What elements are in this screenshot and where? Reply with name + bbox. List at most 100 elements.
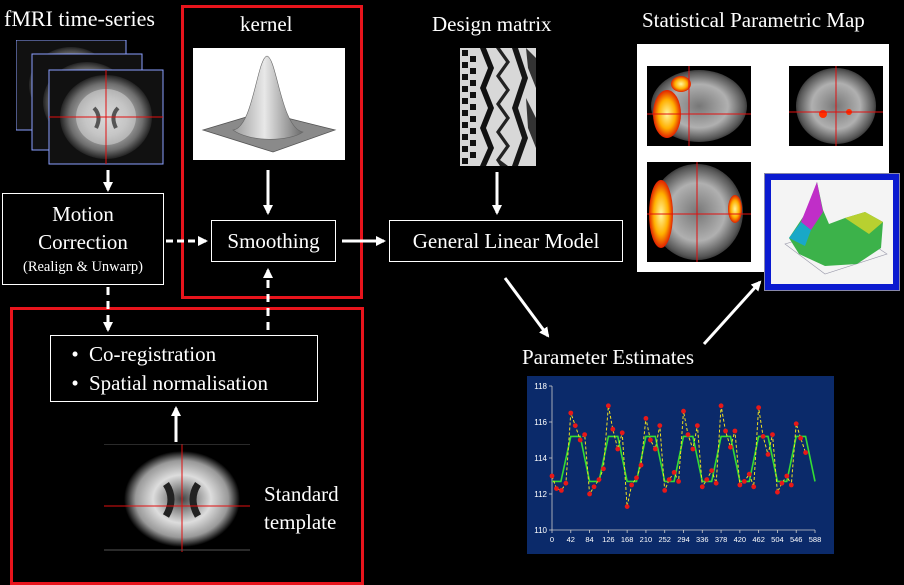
- smoothing-box: Smoothing: [211, 220, 336, 262]
- x-tick-label: 546: [790, 535, 803, 544]
- data-point: [803, 450, 809, 455]
- data-point: [615, 446, 621, 452]
- x-tick-label: 378: [715, 535, 728, 544]
- data-point: [610, 426, 616, 432]
- standard-template-label-2: template: [264, 510, 337, 534]
- x-tick-label: 336: [696, 535, 709, 544]
- standard-template-label-1: Standard: [264, 482, 339, 506]
- data-point: [728, 444, 733, 450]
- data-point: [568, 410, 574, 416]
- x-tick-label: 420: [734, 535, 747, 544]
- design-matrix-image: [460, 48, 536, 166]
- data-point: [652, 446, 658, 452]
- motion-label-1: Motion: [52, 202, 114, 226]
- bullet-1: •: [71, 341, 79, 366]
- data-point: [788, 482, 794, 488]
- parameter-estimates-plot: 110 112 114 116 118 0 42 84 126 168 210 252 294 336 3…: [527, 376, 834, 554]
- x-tick-label: 168: [621, 535, 634, 544]
- kernel-label: kernel: [240, 12, 293, 36]
- data-point: [643, 416, 649, 421]
- x-tick-label: 84: [585, 535, 593, 544]
- data-point: [624, 504, 630, 509]
- y-tick-label: 116: [534, 418, 547, 427]
- parameter-estimates-chart: 110 112 114 116 118 0 42 84 126 168 210 252 294 336 3…: [527, 376, 834, 554]
- data-point: [681, 408, 686, 414]
- coregistration-label: Co-registration: [89, 341, 217, 366]
- normalisation-label: Spatial normalisation: [89, 370, 269, 395]
- data-point: [746, 471, 752, 477]
- x-tick-label: 42: [567, 535, 575, 544]
- data-point: [549, 473, 555, 479]
- data-point: [685, 432, 691, 437]
- arrow-glm-to-estimates: [503, 277, 550, 338]
- data-point: [760, 434, 766, 439]
- x-tick-label: 504: [771, 535, 784, 544]
- fitted-series-line: [552, 435, 816, 483]
- data-point: [634, 475, 639, 481]
- data-point: [770, 432, 775, 437]
- x-tick-label: 252: [658, 535, 671, 544]
- spm-3d-surface: [764, 173, 900, 291]
- smoothing-label: Smoothing: [227, 228, 320, 253]
- data-point: [709, 468, 715, 473]
- data-point: [737, 482, 743, 488]
- data-point: [732, 428, 738, 434]
- data-point: [694, 423, 700, 428]
- motion-label-2: Correction: [38, 230, 128, 254]
- data-point: [699, 484, 705, 490]
- data-point: [605, 403, 611, 409]
- data-point: [723, 428, 728, 434]
- data-point: [629, 482, 635, 488]
- parameter-estimates-label: Parameter Estimates: [522, 345, 695, 369]
- data-point: [713, 480, 719, 486]
- plot-background: [527, 376, 834, 554]
- smoothing-highlight-frame: [181, 5, 363, 299]
- data-point: [648, 437, 653, 443]
- kernel-image: [193, 48, 345, 160]
- x-tick-label: 126: [602, 535, 615, 544]
- data-point: [798, 435, 804, 441]
- normalisation-highlight-frame: [10, 307, 364, 585]
- data-point: [751, 484, 757, 490]
- x-tick-label: 294: [677, 535, 690, 544]
- standard-template-image: [104, 444, 250, 552]
- data-point: [765, 452, 771, 457]
- data-point: [596, 477, 602, 482]
- motion-correction-box: Motion Correction (Realign & Unwarp): [2, 193, 164, 285]
- data-point: [572, 423, 578, 428]
- x-tick-label: 210: [640, 535, 653, 544]
- data-point: [662, 488, 668, 493]
- arrow-estimates-to-spm: [702, 280, 762, 346]
- data-point: [582, 432, 588, 437]
- fmri-series-label: fMRI time-series: [4, 6, 155, 31]
- data-point: [601, 466, 606, 472]
- data-point: [718, 403, 724, 409]
- data-point: [558, 488, 564, 493]
- data-point: [577, 437, 583, 443]
- data-point: [554, 486, 559, 491]
- data-point: [793, 421, 799, 427]
- glm-label: General Linear Model: [412, 228, 600, 253]
- data-point: [657, 423, 663, 428]
- data-point: [666, 477, 672, 482]
- design-matrix-label: Design matrix: [432, 12, 552, 36]
- data-point: [563, 480, 569, 486]
- data-point: [676, 479, 681, 484]
- data-point: [638, 462, 644, 468]
- data-point: [671, 470, 677, 475]
- data-point: [775, 489, 780, 495]
- data-point: [756, 405, 762, 410]
- data-point: [779, 480, 785, 486]
- data-point: [704, 477, 710, 482]
- data-point: [587, 491, 592, 497]
- x-tick-label: 462: [752, 535, 765, 544]
- bullet-2: •: [71, 370, 79, 395]
- glm-box: General Linear Model: [389, 220, 623, 262]
- motion-label-3: (Realign & Unwarp): [23, 259, 143, 275]
- y-tick-label: 118: [534, 382, 547, 391]
- y-tick-label: 112: [534, 490, 547, 499]
- y-tick-label: 114: [534, 454, 547, 463]
- x-tick-label: 0: [550, 535, 554, 544]
- y-tick-label: 110: [534, 526, 547, 535]
